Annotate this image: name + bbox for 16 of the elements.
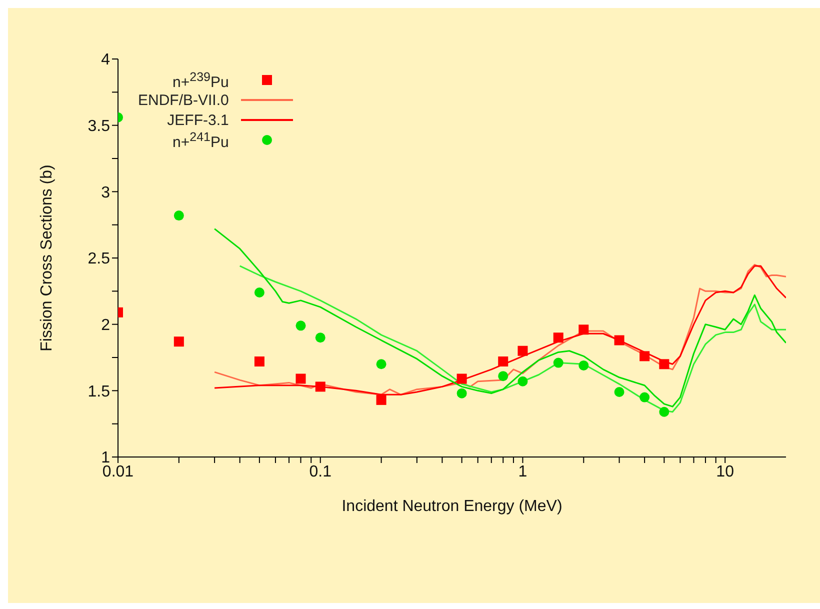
x-tick-label: 0.01 <box>102 463 134 480</box>
x-tick-label: 1 <box>518 463 528 480</box>
y-tick-label: 2 <box>101 317 110 334</box>
y-axis-title: Fission Cross Sections (b) <box>38 164 56 352</box>
y-tick-label: 3 <box>101 184 110 202</box>
x-axis-title: Incident Neutron Energy (MeV) <box>342 498 562 515</box>
y-tick-label: 2.5 <box>88 250 110 268</box>
x-tick-label: 10 <box>716 463 734 480</box>
y-tick-label: 4 <box>101 52 110 69</box>
legend-label: n+$^{239}$Pu <box>172 70 229 90</box>
legend-label: ENDF/B-VII.0 <box>138 92 229 108</box>
legend-label: n+$^{241}$Pu <box>172 130 229 150</box>
legend-label: JEFF-3.1 <box>167 112 229 128</box>
x-tick-label: 0.1 <box>309 463 332 480</box>
y-tick-label: 1.5 <box>88 383 110 400</box>
y-tick-label: 3.5 <box>88 118 110 136</box>
